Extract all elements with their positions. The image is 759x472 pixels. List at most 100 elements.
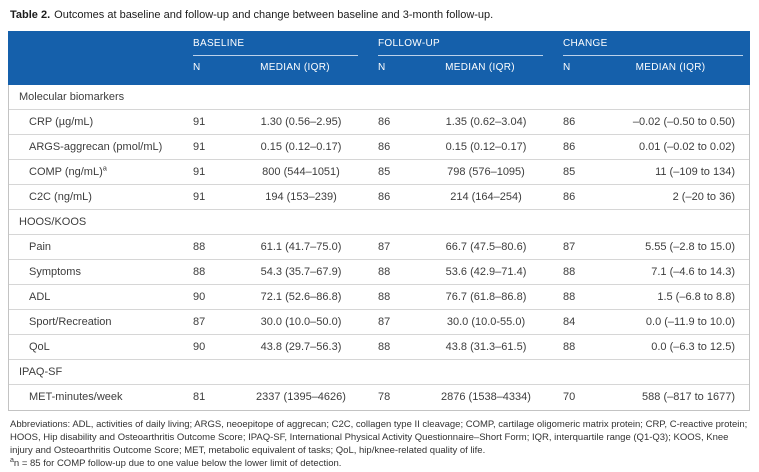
section-label: HOOS/KOOS xyxy=(19,216,87,228)
cell-baseline-n: 90 xyxy=(193,341,206,353)
cell-baseline-n: 91 xyxy=(193,141,206,153)
cell-baseline-median: 2337 (1395–4626) xyxy=(256,391,346,403)
cell-change-median: –0.02 (–0.50 to 0.50) xyxy=(632,116,735,128)
table-row: ADL 90 72.1 (52.6–86.8) 88 76.7 (61.8–86.8) 8… xyxy=(9,285,749,310)
table-row: Pain 88 61.1 (41.7–75.0) 87 66.7 (47.5–80.6)… xyxy=(9,235,749,260)
footnote-a-marker: a xyxy=(10,456,14,464)
cell-followup-median: 30.0 (10.0-55.0) xyxy=(446,316,526,328)
header-empty-cell xyxy=(8,31,185,85)
row-label: ADL xyxy=(29,291,51,303)
table-row: MET-minutes/week 81 2337 (1395–4626) 78 2876… xyxy=(9,385,749,410)
cell-followup-n: 86 xyxy=(378,116,391,128)
cell-change-n: 84 xyxy=(563,316,576,328)
cell-baseline-n: 91 xyxy=(193,191,206,203)
cell-followup-median: 2876 (1538–4334) xyxy=(441,391,531,403)
cell-change-median: 588 (–817 to 1677) xyxy=(642,391,735,403)
cell-change-n: 87 xyxy=(563,241,576,253)
cell-change-median: 7.1 (–4.6 to 14.3) xyxy=(651,266,735,278)
row-label: ARGS-aggrecan (pmol/mL) xyxy=(29,141,163,153)
cell-change-median: 0.0 (–6.3 to 12.5) xyxy=(651,341,735,353)
cell-followup-n: 88 xyxy=(378,291,391,303)
row-label: Symptoms xyxy=(29,266,81,278)
section-label: Molecular biomarkers xyxy=(19,91,125,103)
header-median-label: MEDIAN (IQR) xyxy=(445,62,515,73)
cell-baseline-median: 30.0 (10.0–50.0) xyxy=(260,316,342,328)
header-group-divider xyxy=(193,55,358,56)
cell-baseline-median: 1.30 (0.56–2.95) xyxy=(260,116,342,128)
cell-change-n: 88 xyxy=(563,291,576,303)
cell-change-n: 86 xyxy=(563,191,576,203)
header-median-label: MEDIAN (IQR) xyxy=(260,62,330,73)
cell-followup-median: 53.6 (42.9–71.4) xyxy=(445,266,527,278)
cell-baseline-median: 61.1 (41.7–75.0) xyxy=(260,241,342,253)
cell-followup-median: 214 (164–254) xyxy=(450,191,522,203)
cell-baseline-median: 800 (544–1051) xyxy=(262,166,340,178)
header-group-change: CHANGE N MEDIAN (IQR) xyxy=(555,31,750,85)
row-label-superscript: a xyxy=(102,163,107,173)
cell-change-n: 85 xyxy=(563,166,576,178)
cell-followup-median: 1.35 (0.62–3.04) xyxy=(445,116,527,128)
cell-followup-n: 86 xyxy=(378,191,391,203)
header-group-label: BASELINE xyxy=(193,38,245,49)
table-row: ARGS-aggrecan (pmol/mL) 91 0.15 (0.12–0.17… xyxy=(9,135,749,160)
cell-baseline-median: 54.3 (35.7–67.9) xyxy=(260,266,342,278)
cell-followup-median: 66.7 (47.5–80.6) xyxy=(445,241,527,253)
header-group-divider xyxy=(378,55,543,56)
page: Table 2. Outcomes at baseline and follow-… xyxy=(0,8,759,472)
row-label: C2C (ng/mL) xyxy=(29,191,92,203)
table-number: Table 2. xyxy=(10,9,51,21)
table-caption-text: Outcomes at baseline and follow-up and c… xyxy=(54,9,494,21)
section-row: HOOS/KOOS xyxy=(9,210,749,235)
cell-baseline-n: 88 xyxy=(193,241,206,253)
cell-baseline-median: 43.8 (29.7–56.3) xyxy=(260,341,342,353)
section-label: IPAQ-SF xyxy=(19,366,63,378)
header-subrow: N MEDIAN (IQR) xyxy=(378,62,555,73)
cell-baseline-n: 91 xyxy=(193,116,206,128)
footnote-a: an = 85 for COMP follow-up due to one va… xyxy=(10,457,750,470)
header-group-label: FOLLOW-UP xyxy=(378,38,440,49)
header-group-label: CHANGE xyxy=(563,38,608,49)
footnote-a-text: n = 85 for COMP follow-up due to one val… xyxy=(13,458,342,469)
cell-change-n: 86 xyxy=(563,116,576,128)
cell-change-n: 88 xyxy=(563,266,576,278)
cell-followup-n: 78 xyxy=(378,391,391,403)
cell-change-median: 11 (–109 to 134) xyxy=(655,166,735,178)
table-body: Molecular biomarkers CRP (µg/mL) 91 1.30 (0… xyxy=(8,85,750,411)
cell-followup-median: 0.15 (0.12–0.17) xyxy=(445,141,527,153)
header-group-followup: FOLLOW-UP N MEDIAN (IQR) xyxy=(370,31,555,85)
section-row: Molecular biomarkers xyxy=(9,85,749,110)
cell-baseline-n: 90 xyxy=(193,291,206,303)
table-row: Symptoms 88 54.3 (35.7–67.9) 88 53.6 (42.9–7… xyxy=(9,260,749,285)
cell-change-median: 0.0 (–11.9 to 10.0) xyxy=(645,316,735,328)
header-subrow: N MEDIAN (IQR) xyxy=(563,62,750,73)
abbreviations-note: Abbreviations: ADL, activities of daily … xyxy=(10,419,748,456)
row-label: QoL xyxy=(29,341,50,353)
header-n-label: N xyxy=(193,62,201,73)
cell-change-median: 5.55 (–2.8 to 15.0) xyxy=(645,241,735,253)
table-header: BASELINE N MEDIAN (IQR) FOLLOW-UP N MEDI… xyxy=(8,31,750,85)
cell-baseline-n: 87 xyxy=(193,316,206,328)
row-label: MET-minutes/week xyxy=(29,391,123,403)
row-label: Sport/Recreation xyxy=(29,316,112,328)
header-n-label: N xyxy=(378,62,386,73)
header-group-baseline: BASELINE N MEDIAN (IQR) xyxy=(185,31,370,85)
header-subrow: N MEDIAN (IQR) xyxy=(193,62,370,73)
cell-baseline-n: 88 xyxy=(193,266,206,278)
section-row: IPAQ-SF xyxy=(9,360,749,385)
cell-followup-n: 88 xyxy=(378,341,391,353)
cell-followup-median: 798 (576–1095) xyxy=(447,166,525,178)
header-n-label: N xyxy=(563,62,571,73)
cell-change-median: 0.01 (–0.02 to 0.02) xyxy=(638,141,735,153)
cell-baseline-median: 194 (153–239) xyxy=(265,191,337,203)
cell-followup-n: 87 xyxy=(378,316,391,328)
outcomes-table: BASELINE N MEDIAN (IQR) FOLLOW-UP N MEDI… xyxy=(8,31,750,411)
header-group-divider xyxy=(563,55,743,56)
table-row: CRP (µg/mL) 91 1.30 (0.56–2.95) 86 1.35 (0.6… xyxy=(9,110,749,135)
cell-baseline-median: 0.15 (0.12–0.17) xyxy=(260,141,342,153)
cell-change-n: 86 xyxy=(563,141,576,153)
table-row: COMP (ng/mL)a 91 800 (544–1051) 85 798 (576–… xyxy=(9,160,749,185)
cell-change-median: 2 (–20 to 36) xyxy=(672,191,735,203)
cell-followup-median: 76.7 (61.8–86.8) xyxy=(445,291,527,303)
footnotes: Abbreviations: ADL, activities of daily … xyxy=(10,418,750,470)
cell-baseline-n: 81 xyxy=(193,391,206,403)
